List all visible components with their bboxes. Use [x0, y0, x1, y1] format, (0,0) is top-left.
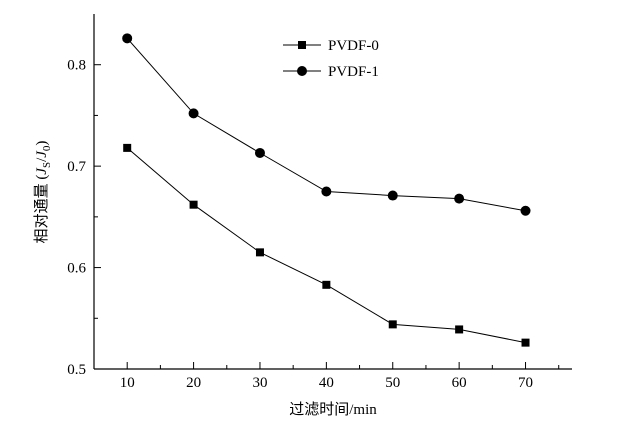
y-tick-label: 0.5: [67, 362, 86, 378]
legend-square-marker: [298, 41, 306, 49]
data-point-circle: [188, 108, 199, 119]
data-point-circle: [454, 193, 465, 204]
y-tick-label: 0.6: [67, 261, 86, 277]
data-point-circle: [387, 190, 398, 201]
data-point-square: [322, 280, 331, 289]
x-tick-label: 30: [252, 375, 267, 391]
series-line: [126, 37, 526, 212]
data-point-square: [189, 200, 198, 209]
y-axis-label: 相对通量 (JS/J0): [33, 141, 53, 244]
y-axis-label-suffix: ): [34, 141, 50, 146]
series-layer: [122, 33, 531, 347]
x-tick-label: 40: [319, 375, 334, 391]
x-tick-label: 20: [186, 375, 201, 391]
x-tick-label: 60: [452, 375, 467, 391]
series-pvdf-0: [123, 143, 530, 347]
data-point-square: [123, 143, 132, 152]
y-axis-label-sub2: 0: [41, 145, 53, 151]
x-tick-label: 70: [518, 375, 533, 391]
y-axis-label-prefix: 相对通量 (: [33, 175, 50, 244]
y-axis-label-slash: /: [34, 157, 50, 162]
legend-label: PVDF-1: [328, 64, 379, 80]
data-point-circle: [321, 186, 332, 197]
x-tick-label: 10: [120, 375, 135, 391]
data-point-square: [388, 320, 397, 329]
data-point-circle: [254, 147, 265, 158]
y-tick-label: 0.7: [67, 159, 86, 175]
x-axis-label: 过滤时间/min: [289, 401, 377, 418]
data-point-square: [521, 338, 530, 347]
series-line: [126, 147, 526, 344]
data-point-square: [455, 325, 464, 334]
y-axis-label-j2: J: [34, 150, 50, 158]
legend-item: PVDF-1: [283, 64, 379, 80]
y-axis-label-sub1: S: [41, 162, 53, 168]
legend-item: PVDF-0: [283, 38, 379, 54]
legend-label: PVDF-0: [328, 38, 379, 54]
data-point-square: [255, 248, 264, 257]
series-pvdf-1: [122, 33, 531, 216]
data-point-circle: [122, 33, 133, 44]
data-point-circle: [520, 205, 531, 216]
y-tick-label: 0.8: [67, 58, 86, 74]
legend-circle-marker: [297, 66, 307, 76]
legend: PVDF-0 PVDF-1: [283, 38, 379, 80]
x-tick-label: 50: [385, 375, 400, 391]
ticks: 10 20 30 40 50 60 70 0.5 0.6 0.7 0.8: [67, 58, 560, 391]
y-axis-label-j1: J: [34, 167, 50, 175]
